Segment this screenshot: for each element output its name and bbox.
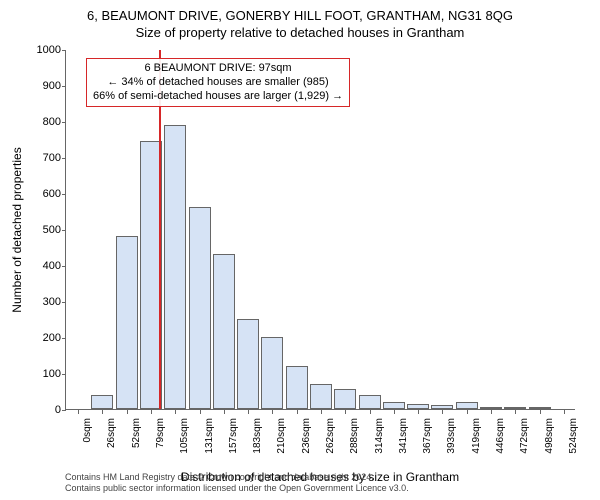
histogram-bar [91,395,113,409]
y-tick-label: 500 [26,224,61,236]
y-tick-label: 0 [26,404,61,416]
histogram-bar [480,407,502,409]
histogram-bar [504,407,526,409]
histogram-bar [164,125,186,409]
y-tick-label: 600 [26,188,61,200]
footer-line-1: Contains HM Land Registry data © Crown c… [65,472,409,483]
histogram-bar [359,395,381,409]
y-tick-label: 800 [26,116,61,128]
page-subtitle: Size of property relative to detached ho… [0,23,600,40]
y-tick-label: 100 [26,368,61,380]
y-tick-label: 400 [26,260,61,272]
histogram-bar [237,319,259,409]
chart-area: 010020030040050060070080090010000sqm26sq… [65,50,575,410]
histogram-bar [310,384,332,409]
footer-line-2: Contains public sector information licen… [65,483,409,494]
annotation-line-2: ← 34% of detached houses are smaller (98… [93,76,343,90]
annotation-box: 6 BEAUMONT DRIVE: 97sqm← 34% of detached… [86,58,350,107]
annotation-line-1: 6 BEAUMONT DRIVE: 97sqm [93,62,343,76]
chart-container: 6, BEAUMONT DRIVE, GONERBY HILL FOOT, GR… [0,0,600,500]
footer-attribution: Contains HM Land Registry data © Crown c… [65,472,409,494]
histogram-bar [407,404,429,409]
y-tick-label: 900 [26,80,61,92]
histogram-bar [529,407,551,409]
histogram-bar [431,405,453,409]
annotation-line-3: 66% of semi-detached houses are larger (… [93,90,343,104]
plot-region: 010020030040050060070080090010000sqm26sq… [65,50,575,410]
histogram-bar [116,236,138,409]
histogram-bar [334,389,356,409]
y-tick-label: 700 [26,152,61,164]
histogram-bar [213,254,235,409]
y-tick-label: 1000 [26,44,61,56]
y-tick-label: 200 [26,332,61,344]
histogram-bar [383,402,405,409]
histogram-bar [456,402,478,409]
page-title: 6, BEAUMONT DRIVE, GONERBY HILL FOOT, GR… [0,0,600,23]
histogram-bar [286,366,308,409]
histogram-bar [189,207,211,409]
y-tick-label: 300 [26,296,61,308]
histogram-bar [261,337,283,409]
